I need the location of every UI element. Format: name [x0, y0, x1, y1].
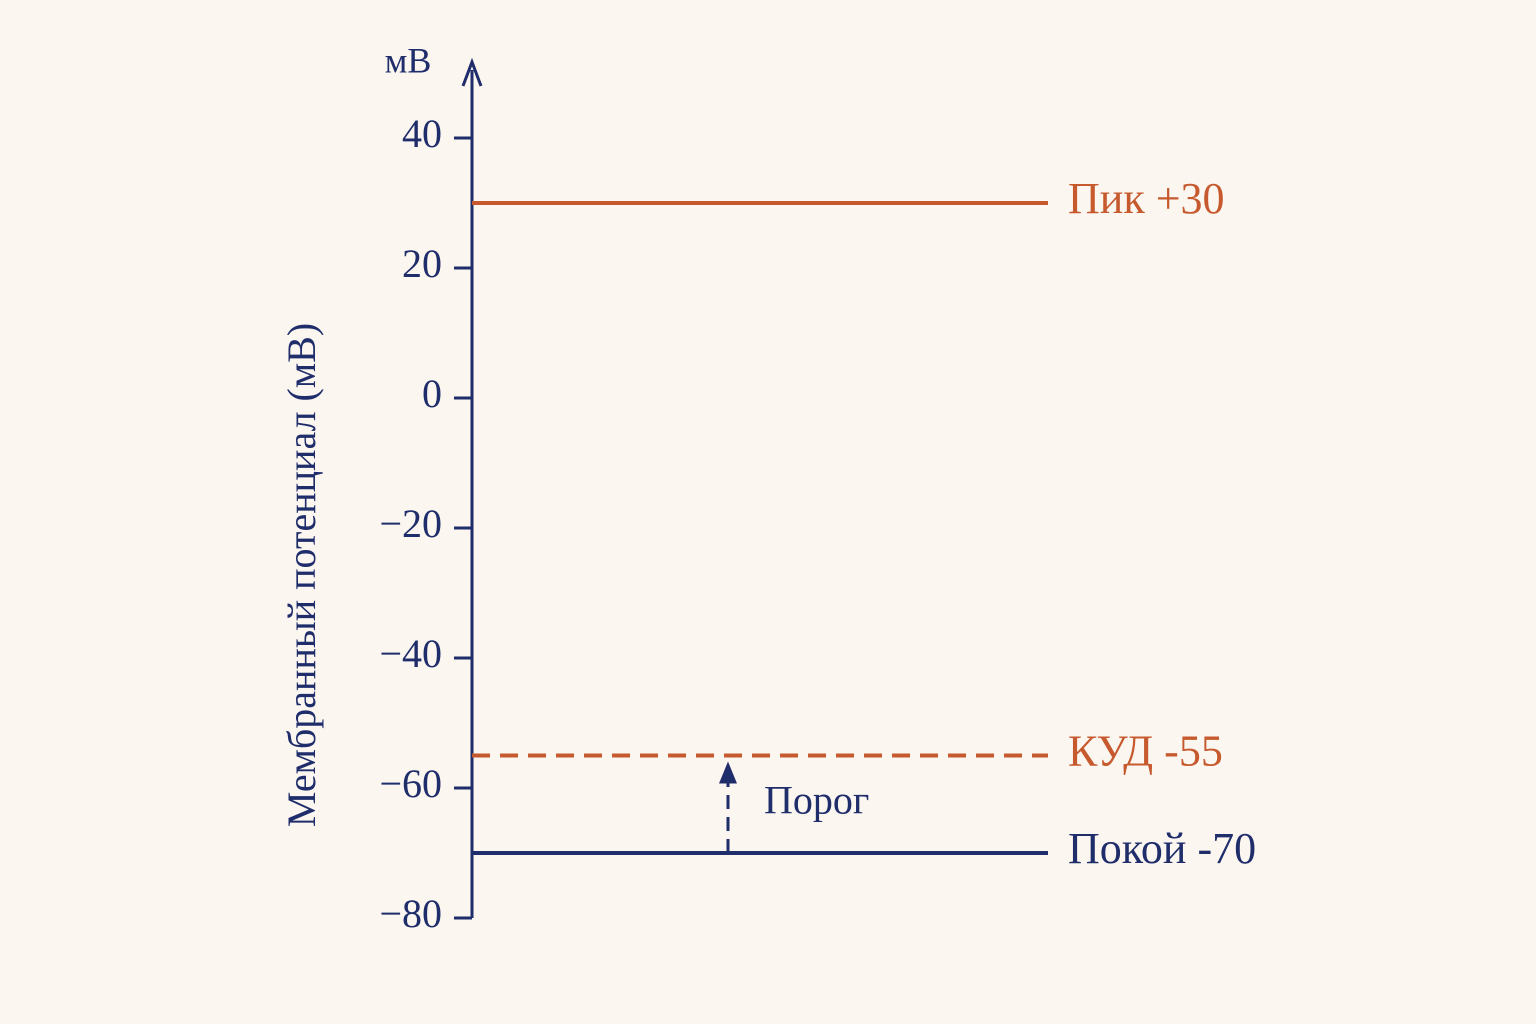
y-tick-label: −60 — [379, 761, 442, 806]
level-label: Пик +30 — [1068, 174, 1225, 223]
level-label: Покой -70 — [1068, 824, 1256, 873]
level-label: КУД -55 — [1068, 727, 1223, 776]
y-tick-label: 40 — [402, 111, 442, 156]
annotation: Порог — [764, 777, 869, 822]
y-axis-label: Мембранный потенциал (мВ) — [279, 323, 324, 827]
threshold-arrow-head — [719, 761, 737, 784]
y-tick-label: 20 — [402, 241, 442, 286]
y-tick-label: −20 — [379, 501, 442, 546]
y-tick-label: 0 — [422, 371, 442, 416]
y-tick-label: −80 — [379, 891, 442, 936]
y-tick-label: −40 — [379, 631, 442, 676]
y-axis-arrow — [461, 57, 483, 87]
unit-label: мВ — [385, 40, 432, 80]
